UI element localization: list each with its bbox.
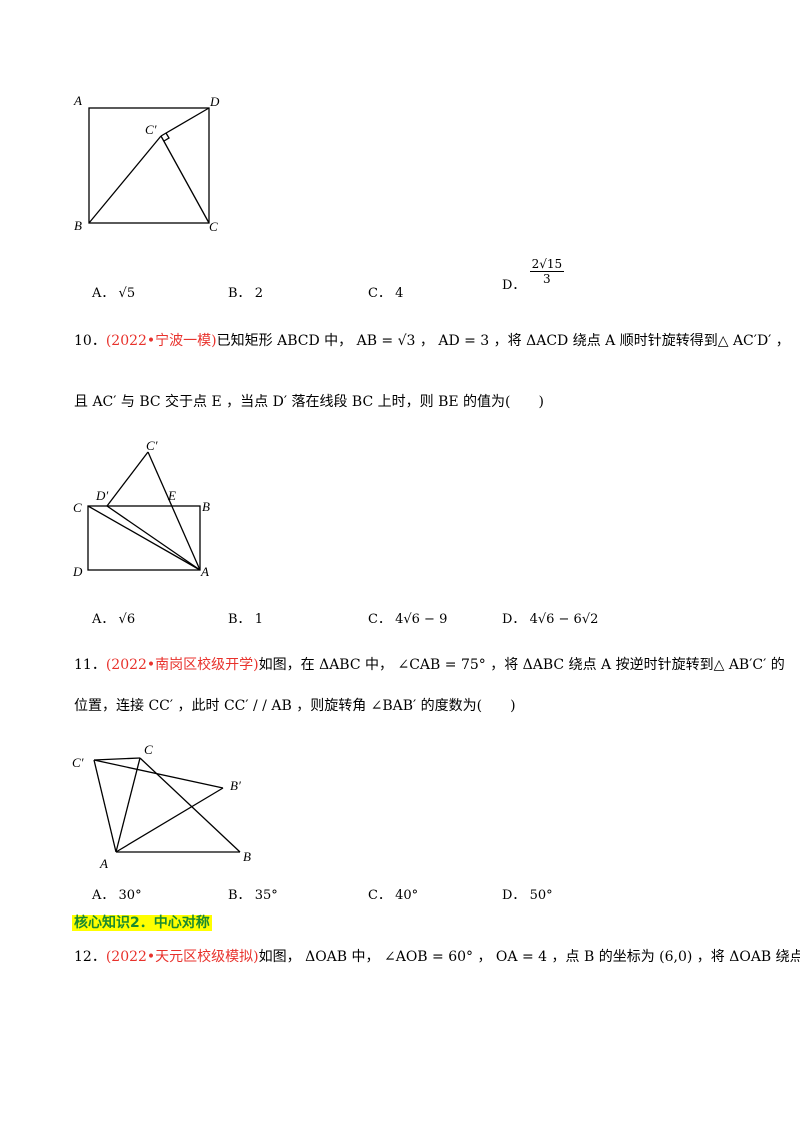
- q10-option-a[interactable]: A． √6: [92, 608, 135, 627]
- question-source: (2022•南岗区校级开学): [105, 657, 259, 673]
- label-c: C: [144, 742, 153, 757]
- label-b: B: [243, 849, 251, 864]
- segment-bc-prime: [88, 135, 162, 224]
- q10-option-d[interactable]: D． 4√6 − 6√2: [502, 608, 598, 627]
- segment-a-c-prime: [147, 451, 201, 571]
- square-abcd: [88, 107, 210, 224]
- figure-q10: C′ D′ E C B D A: [72, 438, 210, 579]
- segment-c-prime-d-prime: [106, 451, 149, 507]
- question-11-line2: 位置，连接 CC′ ，此时 CC′ / / AB ，则旋转角 ∠BAB′ 的度数…: [74, 697, 516, 715]
- q9-option-b[interactable]: B． 2: [228, 282, 263, 301]
- label-a: A: [99, 856, 108, 871]
- section-title: 核心知识2．中心对称: [72, 915, 212, 931]
- option-letter: D．: [502, 278, 526, 293]
- segment-c-prime-b-prime: [93, 759, 224, 789]
- option-letter: B．: [228, 612, 251, 627]
- segment-c-prime-c: [93, 757, 141, 761]
- segment-c-a: [87, 505, 201, 571]
- q9-option-c[interactable]: C． 4: [368, 282, 403, 301]
- label-e: E: [167, 488, 176, 503]
- q9-option-d[interactable]: D． 2√15 3: [502, 257, 565, 293]
- segment-c-prime-d: [160, 107, 210, 137]
- segment-c-prime-a: [93, 759, 117, 853]
- option-letter: A．: [92, 612, 115, 627]
- question-10-line2: 且 AC′ 与 BC 交于点 E ，当点 D′ 落在线段 BC 上时，则 BE …: [74, 393, 544, 411]
- q9-option-a[interactable]: A． √5: [92, 282, 135, 301]
- label-c-prime: C′: [146, 438, 158, 453]
- q11-option-c[interactable]: C． 40°: [368, 884, 418, 903]
- option-value: 35°: [254, 888, 278, 903]
- option-letter: A．: [92, 286, 115, 301]
- right-angle-mark: [163, 132, 170, 142]
- fraction-numerator: 2√15: [529, 257, 565, 272]
- option-value: 40°: [395, 888, 419, 903]
- option-letter: B．: [228, 888, 251, 903]
- fraction-denominator: 3: [543, 272, 551, 286]
- option-letter: D．: [502, 888, 526, 903]
- figure-q11: C′ C B′ A B: [72, 742, 251, 871]
- question-text: 如图， ΔOAB 中， ∠AOB = 60° ， OA = 4 ，点 B 的坐标…: [258, 949, 800, 965]
- label-c-prime: C′: [145, 122, 157, 137]
- option-letter: C．: [368, 612, 391, 627]
- question-number: 11．: [74, 657, 106, 673]
- question-number: 12．: [74, 949, 106, 965]
- label-b: B: [202, 499, 210, 514]
- option-letter: B．: [228, 286, 251, 301]
- label-d: D: [209, 94, 220, 109]
- option-value: 1: [254, 612, 263, 627]
- option-value: 50°: [529, 888, 553, 903]
- question-11-line1: 11．(2022•南岗区校级开学)如图，在 ΔABC 中， ∠CAB = 75°…: [74, 656, 785, 674]
- option-value: 30°: [118, 888, 142, 903]
- segment-a-c: [115, 757, 141, 853]
- label-b-prime: B′: [230, 778, 241, 793]
- question-number: 10．: [74, 333, 106, 349]
- label-d: D: [72, 564, 83, 579]
- segment-c-prime-c: [160, 135, 210, 224]
- question-text: 且 AC′ 与 BC 交于点 E ，当点 D′ 落在线段 BC 上时，则 BE …: [74, 394, 544, 410]
- option-value: 4: [395, 286, 404, 301]
- segment-b-prime-a: [115, 787, 224, 853]
- label-c: C: [209, 219, 218, 234]
- q11-option-d[interactable]: D． 50°: [502, 884, 553, 903]
- q10-option-c[interactable]: C． 4√6 − 9: [368, 608, 447, 627]
- figure-q9: A D C′ B C: [73, 93, 220, 234]
- segment-c-b: [139, 757, 241, 853]
- fraction: 2√15 3: [529, 257, 565, 286]
- question-source: (2022•宁波一模): [105, 333, 217, 349]
- option-letter: C．: [368, 286, 391, 301]
- label-b: B: [74, 218, 82, 233]
- label-d-prime: D′: [95, 488, 108, 503]
- option-value: 2: [254, 286, 263, 301]
- label-a: A: [73, 93, 82, 108]
- option-letter: D．: [502, 612, 526, 627]
- q10-option-b[interactable]: B． 1: [228, 608, 263, 627]
- section-heading: 核心知识2．中心对称: [72, 912, 212, 932]
- option-letter: A．: [92, 888, 115, 903]
- segment-d-prime-a: [106, 505, 201, 571]
- option-value: √6: [118, 612, 136, 627]
- question-10-line1: 10．(2022•宁波一模)已知矩形 ABCD 中， AB = √3 ， AD …: [74, 332, 790, 350]
- q11-option-b[interactable]: B． 35°: [228, 884, 278, 903]
- option-letter: C．: [368, 888, 391, 903]
- question-source: (2022•天元区校级模拟): [105, 949, 259, 965]
- question-text: 已知矩形 ABCD 中， AB = √3 ， AD = 3 ，将 ΔACD 绕点…: [216, 333, 790, 349]
- label-c: C: [73, 500, 82, 515]
- label-c-prime: C′: [72, 755, 84, 770]
- label-a: A: [200, 564, 209, 579]
- question-text: 如图，在 ΔABC 中， ∠CAB = 75° ，将 ΔABC 绕点 A 按逆时…: [258, 657, 785, 673]
- question-text: 位置，连接 CC′ ，此时 CC′ / / AB ，则旋转角 ∠BAB′ 的度数…: [74, 698, 516, 714]
- q11-option-a[interactable]: A． 30°: [92, 884, 142, 903]
- option-value: 4√6 − 6√2: [529, 612, 599, 627]
- option-value: √5: [118, 286, 136, 301]
- question-12-line1: 12．(2022•天元区校级模拟)如图， ΔOAB 中， ∠AOB = 60° …: [74, 948, 800, 966]
- rectangle-cbad: [87, 505, 201, 571]
- option-value: 4√6 − 9: [395, 612, 448, 627]
